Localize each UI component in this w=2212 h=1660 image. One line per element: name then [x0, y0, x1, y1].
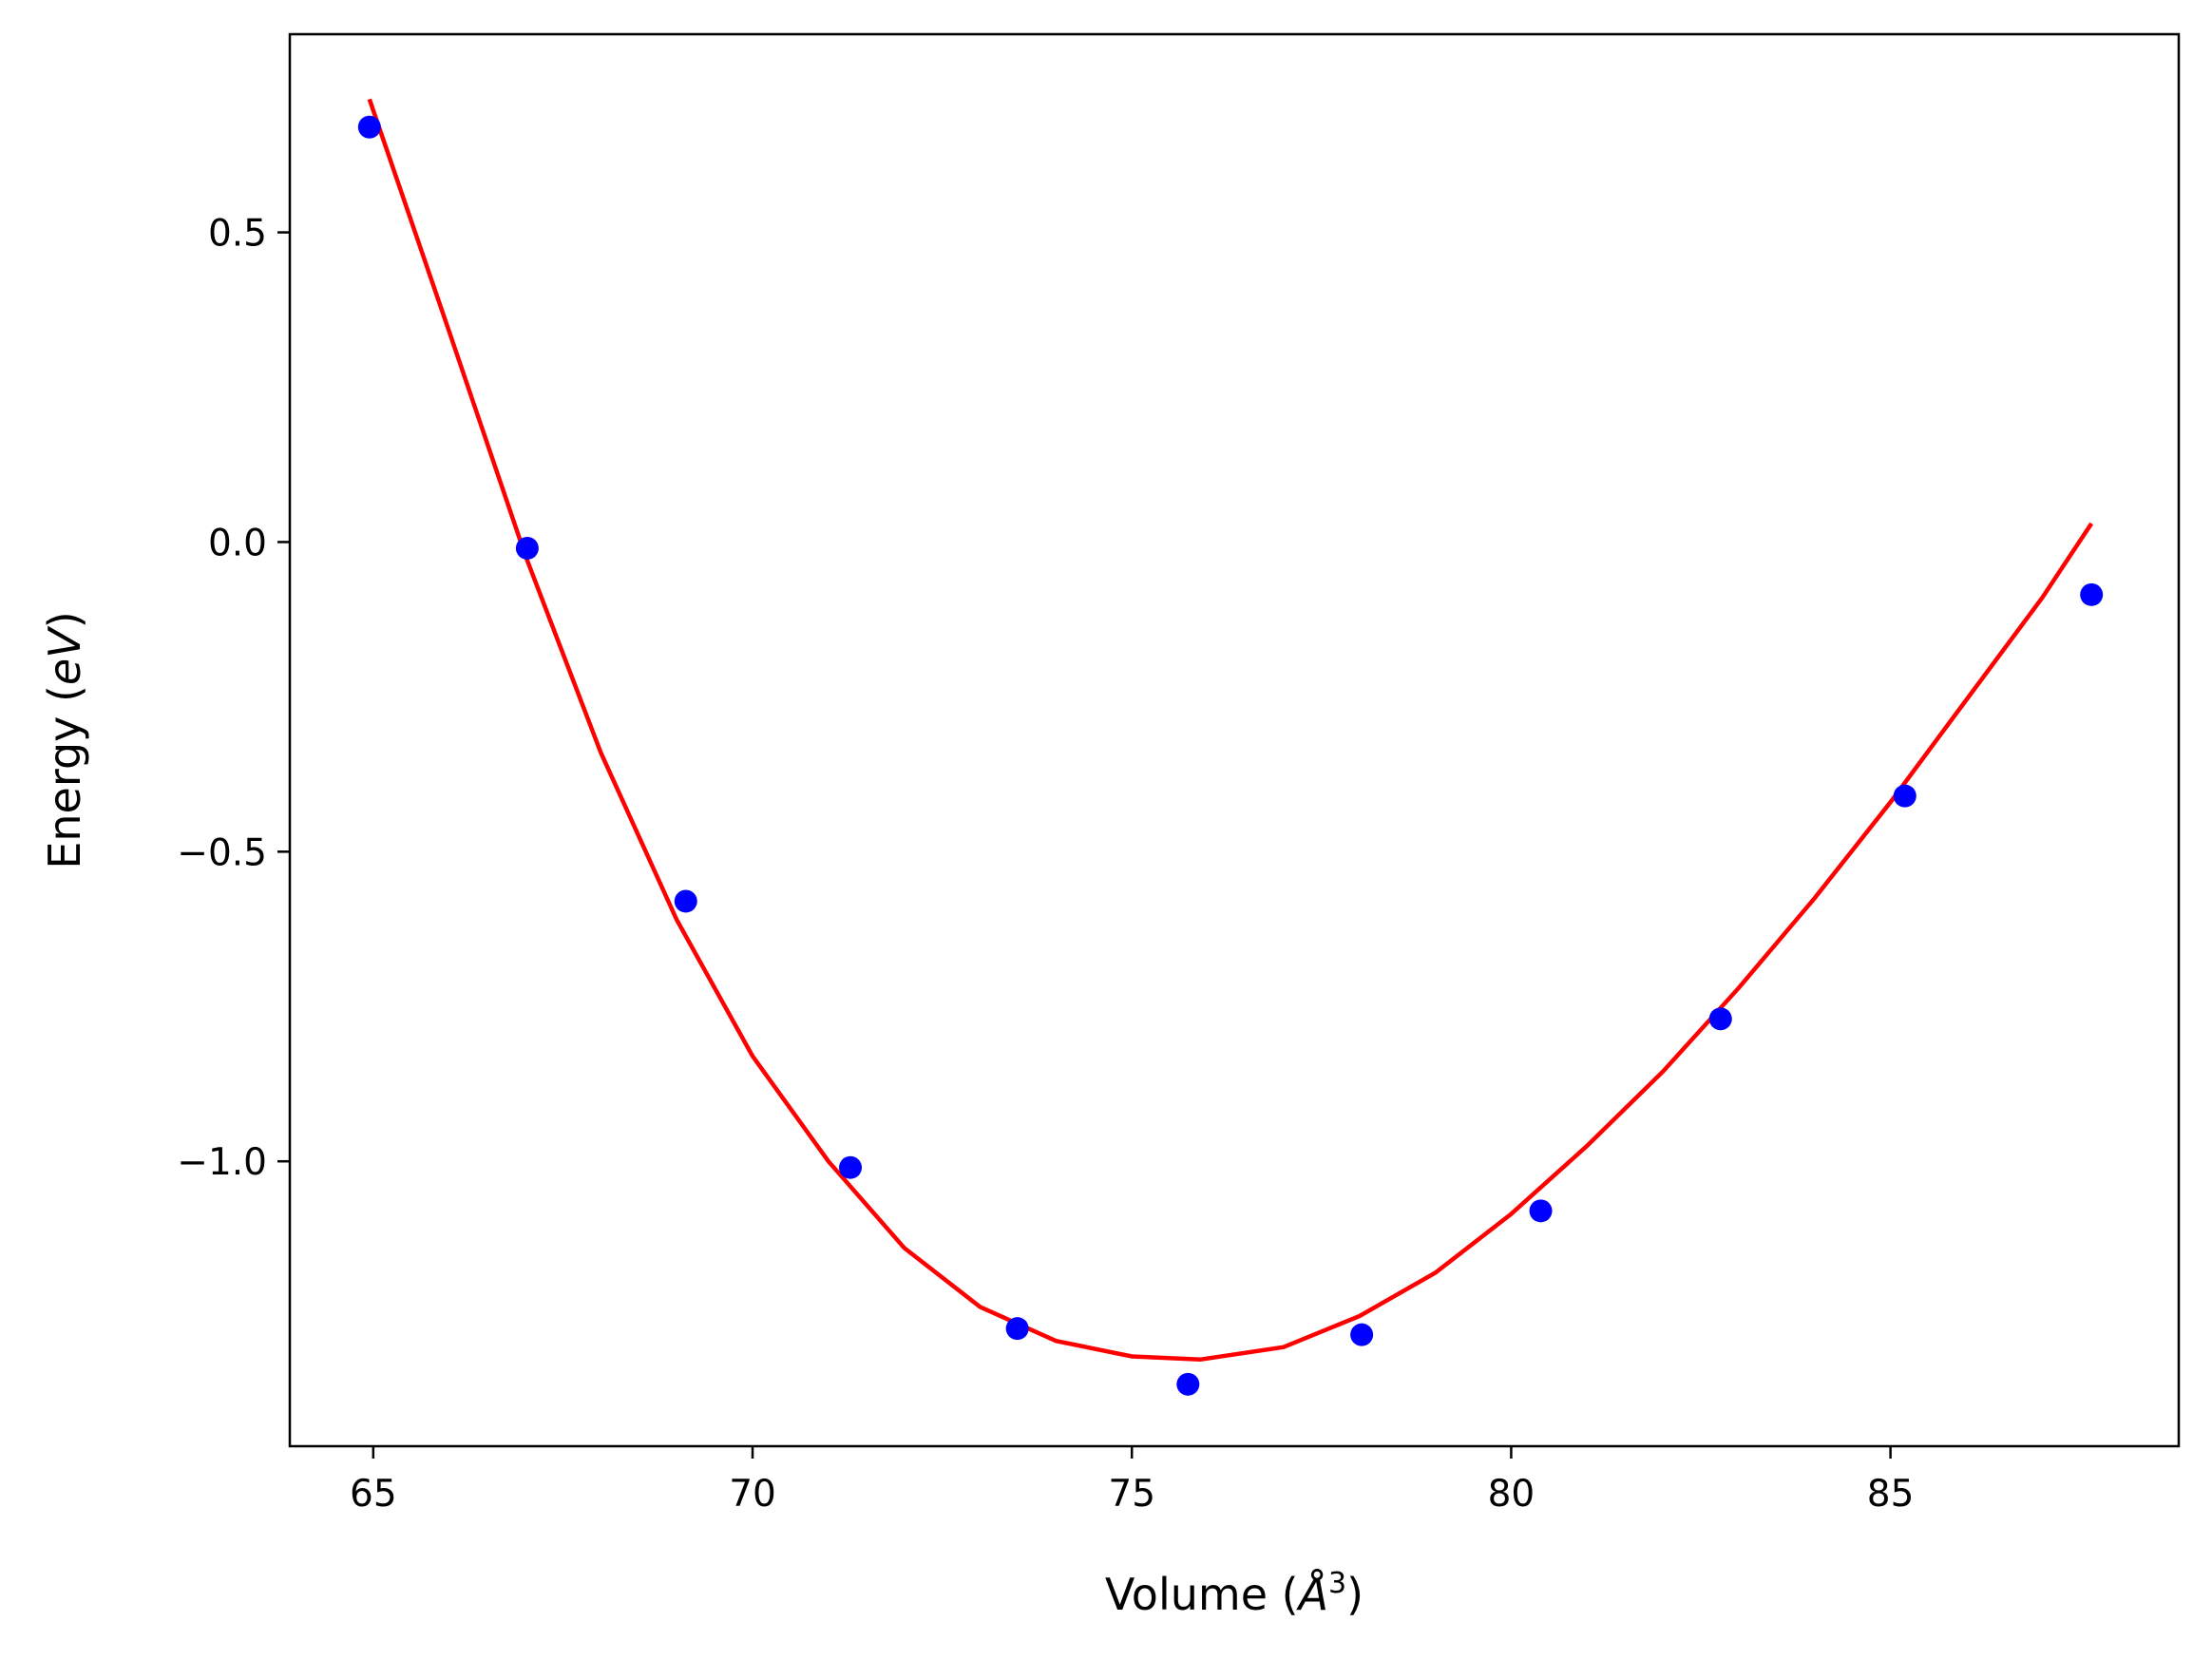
data-point [357, 115, 381, 139]
data-point [1350, 1323, 1374, 1346]
fit-curve-line [367, 98, 2094, 1363]
x-tick-label: 85 [1867, 1473, 1915, 1516]
y-tick-label: 0.0 [208, 522, 267, 564]
y-axis-label-prefix: Energy ( [39, 685, 90, 869]
data-point [515, 536, 539, 560]
plot-frame [288, 32, 2181, 1448]
data-point [2080, 582, 2104, 606]
x-axis-label: Volume (Å3) [1105, 1567, 1363, 1620]
y-axis-label: Energy (eV) [39, 611, 90, 868]
y-axis-label-symbol: eV [39, 625, 90, 685]
data-point [1708, 1007, 1732, 1031]
x-axis-label-symbol: Å [1296, 1569, 1328, 1620]
x-tick-label: 80 [1488, 1473, 1535, 1516]
data-point [1893, 784, 1916, 808]
ticks-layer: 65 70 75 80 85 0.5 0.0 −0.5 −1.0 [177, 213, 1914, 1516]
x-tick-label: 75 [1108, 1473, 1155, 1516]
x-tick-label: 70 [729, 1473, 776, 1516]
y-axis-label-suffix: ) [39, 611, 90, 628]
data-point [674, 889, 697, 913]
data-point [1005, 1317, 1029, 1341]
series-layer [357, 98, 2104, 1396]
y-tick-label: 0.5 [208, 213, 267, 256]
y-tick-label: −0.5 [177, 831, 267, 874]
x-tick-label: 65 [350, 1473, 397, 1516]
data-point [1176, 1372, 1200, 1396]
x-axis-label-suffix: ) [1346, 1569, 1363, 1620]
x-axis-label-power: 3 [1328, 1567, 1346, 1600]
data-point [1529, 1199, 1553, 1223]
data-point [839, 1155, 863, 1179]
x-axis-label-prefix: Volume ( [1105, 1569, 1299, 1620]
y-tick-label: −1.0 [177, 1141, 267, 1184]
